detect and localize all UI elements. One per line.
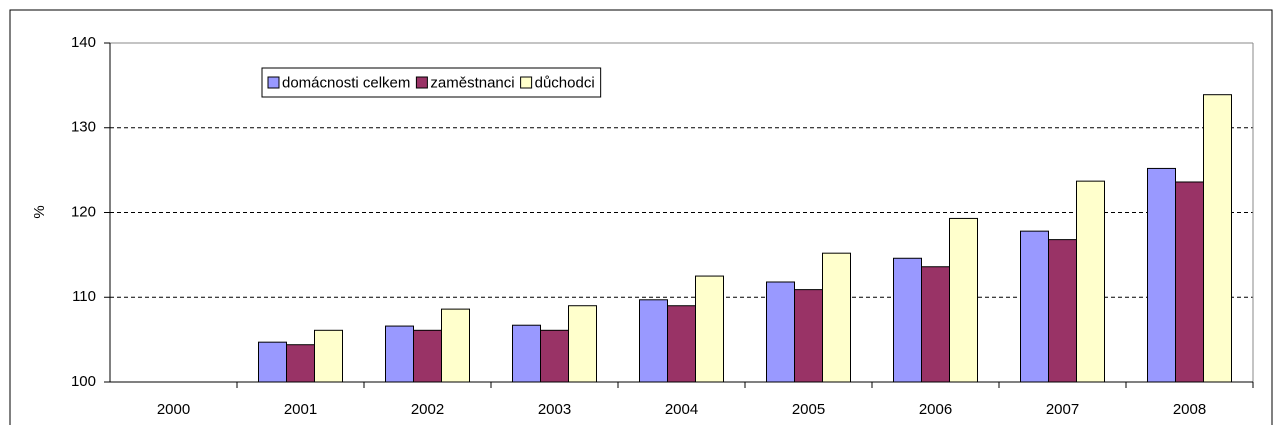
bar [258,341,287,383]
x-tick-label: 2007 [1046,401,1079,418]
bar [540,329,569,383]
bar [1175,181,1204,383]
bar [794,289,823,383]
bar [385,325,414,383]
bar [695,275,724,383]
bar [822,252,851,383]
legend-swatch [520,76,533,89]
bar [1203,94,1232,383]
bar [512,324,541,383]
legend-swatch [415,76,428,89]
x-tick-label: 2001 [284,401,317,418]
y-tick-label: 130 [71,119,96,136]
legend-label: zaměstnanci [430,74,514,91]
bar [921,266,950,383]
bar [766,281,795,383]
legend-label: domácnosti celkem [282,74,410,91]
x-tick-label: 2000 [157,401,190,418]
legend-label: důchodci [535,74,595,91]
y-tick-label: 120 [71,203,96,220]
bar [568,305,597,383]
bar [1147,167,1176,383]
bar [639,299,668,383]
bar [441,308,470,383]
bar [1076,180,1105,383]
bar [949,217,978,383]
bar [1020,230,1049,383]
y-tick-label: 140 [71,34,96,51]
x-tick-label: 2003 [538,401,571,418]
legend-swatch [267,76,280,89]
x-tick-label: 2004 [665,401,698,418]
bar [286,344,315,383]
y-tick-label: 110 [72,288,96,305]
bar [1048,239,1077,383]
y-axis-label: % [31,205,48,218]
y-tick-label: 100 [71,373,96,390]
x-tick-label: 2006 [919,401,952,418]
x-tick-label: 2005 [792,401,825,418]
chart-frame [9,9,1273,425]
bar [893,257,922,383]
legend-box [261,67,602,98]
bar [413,329,442,383]
bar [667,305,696,383]
x-tick-label: 2008 [1173,401,1206,418]
x-tick-label: 2002 [411,401,444,418]
bar [314,329,343,383]
